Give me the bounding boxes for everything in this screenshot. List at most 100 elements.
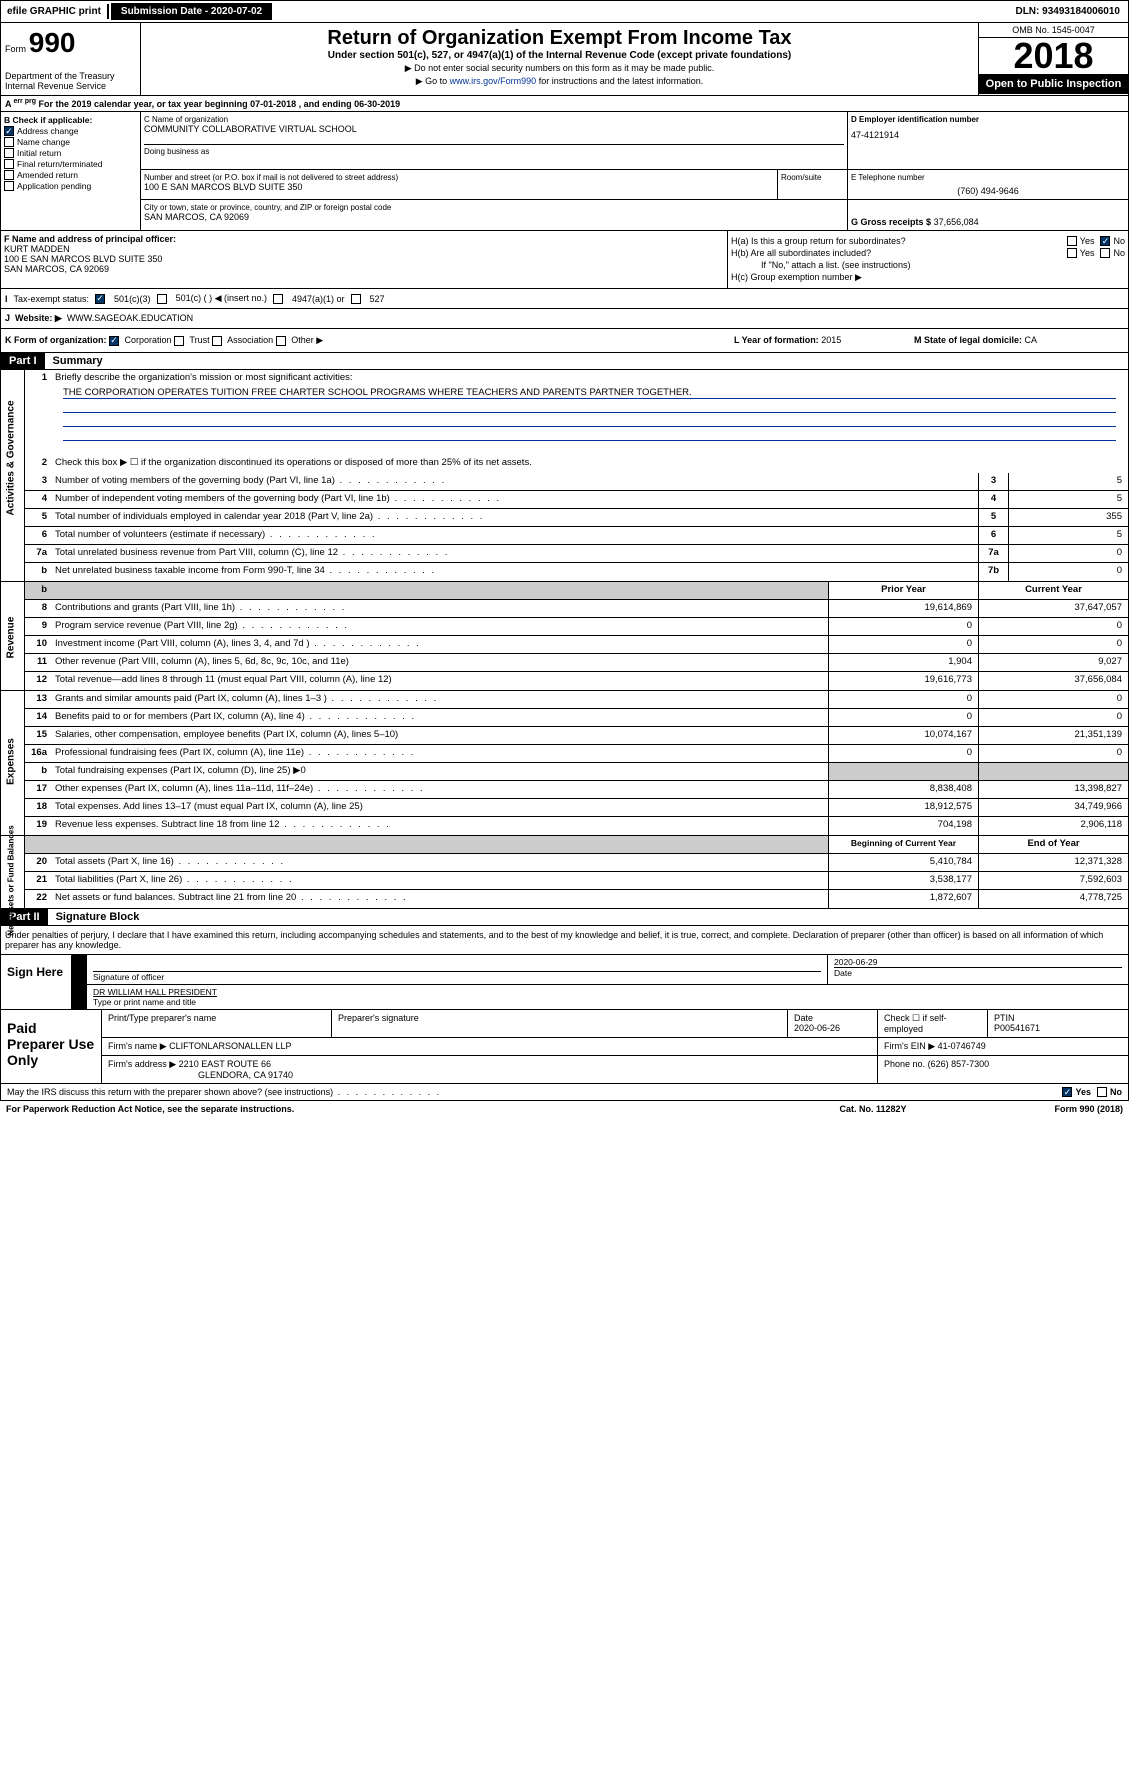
gross-label: G Gross receipts $	[851, 217, 931, 227]
lbl-final: Final return/terminated	[17, 159, 103, 169]
open-public-badge: Open to Public Inspection	[979, 74, 1128, 94]
l21-prior: 3,538,177	[828, 872, 978, 889]
l13-prior: 0	[828, 691, 978, 708]
k-label: K Form of organization:	[5, 335, 107, 345]
firm-phone-label: Phone no.	[884, 1059, 925, 1069]
name-label: C Name of organization	[144, 115, 844, 124]
cat-no: Cat. No. 11282Y	[773, 1104, 973, 1114]
addr-value: 100 E SAN MARCOS BLVD SUITE 350	[144, 182, 774, 192]
m-value: CA	[1025, 335, 1038, 345]
officer-addr2: SAN MARCOS, CA 92069	[4, 264, 724, 274]
section-fh: F Name and address of principal officer:…	[0, 231, 1129, 289]
col-k: K Form of organization: ✓ Corporation Tr…	[5, 335, 734, 346]
tax-year: 2018	[979, 38, 1128, 74]
l-value: 2015	[821, 335, 841, 345]
irs-link[interactable]: www.irs.gov/Form990	[450, 76, 537, 86]
l7a-text: Total unrelated business revenue from Pa…	[51, 545, 978, 562]
ha-label: H(a) Is this a group return for subordin…	[731, 236, 1061, 246]
chk-initial[interactable]	[4, 148, 14, 158]
l4-val: 5	[1008, 491, 1128, 508]
summary-governance: Activities & Governance 1 Briefly descri…	[0, 370, 1129, 582]
addr-label: Number and street (or P.O. box if mail i…	[144, 173, 774, 182]
l11-prior: 1,904	[828, 654, 978, 671]
lbl-name-change: Name change	[17, 137, 70, 147]
col-l: L Year of formation: 2015	[734, 335, 914, 346]
current-hdr: Current Year	[978, 582, 1128, 599]
begin-hdr: Beginning of Current Year	[828, 836, 978, 853]
lbl-amended: Amended return	[17, 170, 78, 180]
l21-curr: 7,592,603	[978, 872, 1128, 889]
part1-header-row: Part I Summary	[0, 353, 1129, 370]
firm-ein: 41-0746749	[938, 1041, 986, 1051]
l10-text: Investment income (Part VIII, column (A)…	[51, 636, 828, 653]
gross-cell: G Gross receipts $ 37,656,084	[848, 200, 1128, 230]
ha-yes[interactable]	[1067, 236, 1077, 246]
lbl-501c3: 501(c)(3)	[114, 294, 151, 304]
hb-yes[interactable]	[1067, 248, 1077, 258]
chk-amended[interactable]	[4, 170, 14, 180]
lbl-app-pending: Application pending	[17, 181, 91, 191]
sign-block: Sign Here Signature of officer 2020-06-2…	[0, 955, 1129, 1010]
col-m: M State of legal domicile: CA	[914, 335, 1124, 346]
vtab-expenses: Expenses	[1, 691, 25, 835]
officer-name: KURT MADDEN	[4, 244, 724, 254]
chk-trust[interactable]	[174, 336, 184, 346]
l8-prior: 19,614,869	[828, 600, 978, 617]
chk-final[interactable]	[4, 159, 14, 169]
mission-box: THE CORPORATION OPERATES TUITION FREE CH…	[55, 383, 1124, 453]
mission-text: THE CORPORATION OPERATES TUITION FREE CH…	[63, 387, 1116, 399]
gross-value: 37,656,084	[934, 217, 979, 227]
l7a-val: 0	[1008, 545, 1128, 562]
l21-text: Total liabilities (Part X, line 26)	[51, 872, 828, 889]
prep-date-label: Date	[794, 1013, 813, 1023]
ein-cell: D Employer identification number 47-4121…	[848, 112, 1128, 169]
l7b-text: Net unrelated business taxable income fr…	[51, 563, 978, 581]
l-label: L Year of formation:	[734, 335, 819, 345]
discuss-no[interactable]	[1097, 1087, 1107, 1097]
paid-preparer-label: Paid Preparer Use Only	[1, 1010, 101, 1083]
ha-no[interactable]: ✓	[1100, 236, 1110, 246]
column-b: B Check if applicable: ✓Address change N…	[1, 112, 141, 230]
l16a-curr: 0	[978, 745, 1128, 762]
pra-notice: For Paperwork Reduction Act Notice, see …	[6, 1104, 773, 1114]
chk-app-pending[interactable]	[4, 181, 14, 191]
l2-text: Check this box ▶ ☐ if the organization d…	[51, 455, 1128, 473]
hb-no[interactable]	[1100, 248, 1110, 258]
end-hdr: End of Year	[978, 836, 1128, 853]
l12-curr: 37,656,084	[978, 672, 1128, 690]
printed-name-label: Type or print name and title	[93, 997, 1122, 1007]
chk-address-change[interactable]: ✓	[4, 126, 14, 136]
chk-4947[interactable]	[273, 294, 283, 304]
l7b-val: 0	[1008, 563, 1128, 581]
chk-other[interactable]	[276, 336, 286, 346]
lbl-corp: Corporation	[125, 335, 172, 345]
m-label: M State of legal domicile:	[914, 335, 1022, 345]
chk-501c3[interactable]: ✓	[95, 294, 105, 304]
header-right: OMB No. 1545-0047 2018 Open to Public In…	[978, 23, 1128, 95]
top-bar: efile GRAPHIC print Submission Date - 20…	[0, 0, 1129, 23]
city-value: SAN MARCOS, CA 92069	[144, 212, 844, 222]
sign-here-label: Sign Here	[1, 955, 71, 1009]
chk-corp[interactable]: ✓	[109, 336, 119, 346]
l22-curr: 4,778,725	[978, 890, 1128, 908]
l17-prior: 8,838,408	[828, 781, 978, 798]
prep-date: 2020-06-26	[794, 1023, 840, 1033]
chk-name-change[interactable]	[4, 137, 14, 147]
officer-addr1: 100 E SAN MARCOS BLVD SUITE 350	[4, 254, 724, 264]
form-subtitle: Under section 501(c), 527, or 4947(a)(1)…	[145, 50, 974, 61]
chk-501c[interactable]	[157, 294, 167, 304]
phone-cell: E Telephone number (760) 494-9646	[848, 170, 1128, 199]
submission-date-button[interactable]: Submission Date - 2020-07-02	[111, 3, 272, 20]
discuss-row: May the IRS discuss this return with the…	[0, 1084, 1129, 1101]
l22-prior: 1,872,607	[828, 890, 978, 908]
column-cd: C Name of organization COMMUNITY COLLABO…	[141, 112, 1128, 230]
hc-label: H(c) Group exemption number ▶	[731, 272, 1125, 283]
firm-phone: (626) 857-7300	[928, 1059, 990, 1069]
chk-assoc[interactable]	[212, 336, 222, 346]
ptin-label: PTIN	[994, 1013, 1015, 1023]
discuss-text: May the IRS discuss this return with the…	[7, 1087, 1056, 1097]
l18-curr: 34,749,966	[978, 799, 1128, 816]
chk-527[interactable]	[351, 294, 361, 304]
discuss-yes[interactable]: ✓	[1062, 1087, 1072, 1097]
efile-link[interactable]: efile GRAPHIC print	[1, 4, 109, 19]
